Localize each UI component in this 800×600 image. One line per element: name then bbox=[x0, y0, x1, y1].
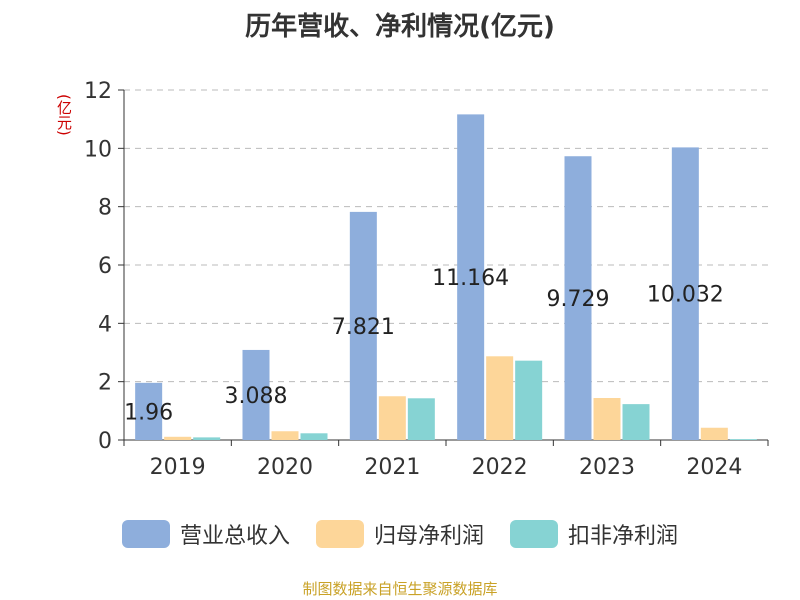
y-tick-label: 4 bbox=[98, 312, 112, 337]
bar bbox=[271, 431, 299, 440]
legend-item-parent-net-profit[interactable]: 归母净利润 bbox=[315, 518, 484, 550]
y-axis-label: (亿元) bbox=[55, 94, 73, 136]
bar bbox=[193, 437, 221, 440]
bar bbox=[671, 147, 699, 440]
legend-label-parent-net-profit: 归母净利润 bbox=[373, 524, 484, 549]
y-tick-label: 12 bbox=[84, 79, 112, 104]
bar bbox=[349, 211, 377, 440]
bar bbox=[300, 433, 328, 440]
y-tick-label: 10 bbox=[84, 137, 112, 162]
legend-swatch-deducted-net-profit bbox=[510, 520, 558, 548]
x-tick-label: 2023 bbox=[579, 455, 635, 480]
legend-label-deducted-net-profit: 扣非净利润 bbox=[568, 524, 679, 549]
chart-title: 历年营收、净利情况(亿元) bbox=[245, 12, 555, 42]
legend-label-revenue: 营业总收入 bbox=[179, 524, 290, 549]
bar bbox=[135, 382, 163, 440]
y-tick-label: 2 bbox=[98, 371, 112, 396]
bar bbox=[593, 398, 621, 440]
bar bbox=[164, 436, 192, 440]
legend-item-deducted-net-profit[interactable]: 扣非净利润 bbox=[510, 518, 678, 550]
bar bbox=[407, 398, 435, 440]
data-label: 10.032 bbox=[647, 283, 724, 308]
data-label: 3.088 bbox=[225, 384, 288, 409]
bar bbox=[700, 427, 728, 440]
x-tick-label: 2019 bbox=[150, 455, 206, 480]
y-tick-label: 0 bbox=[98, 429, 112, 454]
x-tick-label: 2021 bbox=[364, 455, 420, 480]
data-label: 11.164 bbox=[432, 266, 509, 291]
bar bbox=[378, 396, 406, 440]
bar bbox=[729, 439, 757, 440]
legend: 营业总收入 归母净利润 扣非净利润 bbox=[0, 518, 800, 550]
legend-item-revenue[interactable]: 营业总收入 bbox=[121, 518, 290, 550]
bar bbox=[457, 114, 485, 440]
x-tick-label: 2024 bbox=[686, 455, 742, 480]
legend-swatch-parent-net-profit bbox=[315, 520, 364, 548]
y-tick-label: 6 bbox=[98, 254, 112, 279]
data-label: 1.96 bbox=[124, 400, 173, 425]
bar bbox=[242, 349, 270, 440]
bar bbox=[564, 156, 592, 441]
y-tick-label: 8 bbox=[98, 196, 112, 221]
x-tick-label: 2020 bbox=[257, 455, 313, 480]
bar bbox=[486, 356, 514, 440]
x-tick-label: 2022 bbox=[472, 455, 528, 480]
data-label: 9.729 bbox=[547, 287, 610, 312]
bar bbox=[515, 360, 543, 440]
data-label: 7.821 bbox=[332, 315, 395, 340]
data-source: 制图数据来自恒生聚源数据库 bbox=[302, 580, 498, 598]
legend-swatch-revenue bbox=[121, 520, 170, 548]
bar bbox=[622, 404, 650, 440]
